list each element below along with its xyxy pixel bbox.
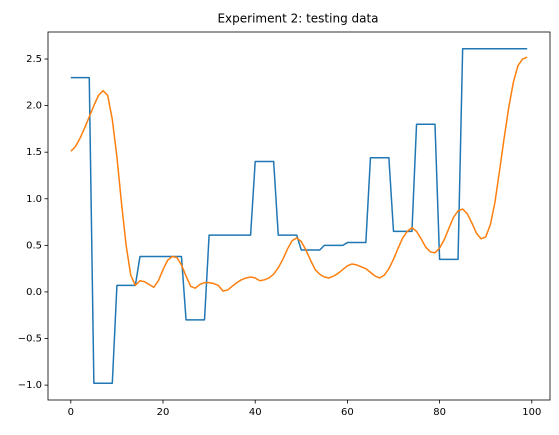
y-tick-label: −0.5 [18,334,42,345]
y-tick-label: 0.0 [26,287,42,298]
x-tick-label: 60 [341,407,354,418]
y-tick-label: 2.0 [26,101,42,112]
x-tick-label: 20 [157,407,170,418]
y-tick-label: 2.5 [26,54,42,65]
line-series [70,56,528,292]
x-tick-label: 80 [433,407,446,418]
y-tick-label: 1.0 [26,194,42,205]
line-series [70,48,528,384]
chart-title: Experiment 2: testing data [217,12,378,26]
x-tick-label: 40 [249,407,262,418]
y-tick-label: −1.0 [18,380,42,391]
y-tick-label: 1.5 [26,147,42,158]
x-tick-label: 0 [68,407,74,418]
x-tick-label: 100 [522,407,541,418]
plot-frame [47,31,551,401]
y-tick-label: 0.5 [26,240,42,251]
